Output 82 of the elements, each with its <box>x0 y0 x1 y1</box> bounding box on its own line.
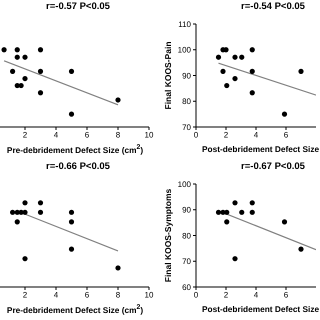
point <box>239 210 244 215</box>
point <box>239 54 244 60</box>
point <box>282 112 288 117</box>
y-tick-label: 70 <box>182 257 192 266</box>
point <box>298 68 304 74</box>
point <box>250 210 255 215</box>
point <box>216 54 222 60</box>
x-axis-title: Post-debridement Defect Size <box>202 304 320 314</box>
x-tick-label: 4 <box>54 290 59 300</box>
x-tick-label: 2 <box>224 290 229 300</box>
x-tick-label: 2 <box>22 290 28 300</box>
point <box>224 82 230 88</box>
point <box>68 246 74 252</box>
y-axis-title: Final KOOS-Symptoms <box>163 188 174 282</box>
point <box>22 54 28 60</box>
point <box>14 219 20 224</box>
point <box>22 200 28 206</box>
point <box>10 210 16 215</box>
point <box>232 200 238 206</box>
point <box>22 256 28 262</box>
y-tick-label: 70 <box>182 122 192 132</box>
x-axis-title: Pre-debridement Defect Size (cm$^{2}$) <box>6 304 144 315</box>
point <box>14 47 20 52</box>
point <box>68 112 74 117</box>
x-tick-label: 6 <box>84 130 90 140</box>
chart-title: r=-0.54 P<0.05 <box>240 1 306 12</box>
y-tick-label: 100 <box>178 46 192 55</box>
point <box>38 210 44 215</box>
x-tick-label: 6 <box>284 130 289 140</box>
x-tick-label: 4 <box>254 290 259 300</box>
point <box>250 200 255 206</box>
y-tick-label: 60 <box>182 282 192 292</box>
x-tick-label: 0 <box>194 130 199 140</box>
x-axis-title: Pre-debridement Defect Size (cm$^{2}$) <box>6 144 144 155</box>
chart-title: r=-0.66 P<0.05 <box>45 161 111 172</box>
point <box>115 97 121 103</box>
point <box>38 68 44 74</box>
point <box>10 68 16 74</box>
point <box>38 90 44 96</box>
y-tick-label: 100 <box>178 180 192 189</box>
point <box>220 68 226 74</box>
x-tick-label: 4 <box>254 130 259 140</box>
point <box>1 47 7 52</box>
point <box>14 54 20 60</box>
point <box>232 54 238 60</box>
point <box>298 246 304 252</box>
y-tick-label: 90 <box>182 206 192 215</box>
point <box>68 219 74 224</box>
y-tick-label: 110 <box>178 20 192 29</box>
x-tick-label: 10 <box>144 130 154 140</box>
y-axis-title: Final KOOS-Pain <box>163 41 174 110</box>
chart-title: r=-0.57 P<0.05 <box>45 1 111 12</box>
point <box>224 210 230 215</box>
point <box>115 265 121 271</box>
point <box>250 68 255 74</box>
y-tick-label: 80 <box>182 97 192 106</box>
point <box>250 90 255 96</box>
point <box>250 47 255 52</box>
point <box>282 219 288 224</box>
x-tick-label: 2 <box>224 130 229 140</box>
x-tick-label: 0 <box>194 290 199 300</box>
x-tick-label: 4 <box>54 130 59 140</box>
x-tick-label: 8 <box>116 130 121 140</box>
chart-title: r=-0.67 P<0.05 <box>240 161 306 172</box>
point <box>232 76 238 82</box>
point <box>224 219 230 224</box>
y-tick-label: 90 <box>182 71 192 80</box>
x-tick-label: 6 <box>84 290 90 300</box>
point <box>68 68 74 74</box>
x-tick-label: 8 <box>116 290 121 300</box>
x-axis-title: Post-debridement Defect Size <box>202 144 320 154</box>
point <box>18 82 24 88</box>
x-tick-label: 6 <box>284 290 289 300</box>
point <box>68 210 74 215</box>
point <box>216 210 222 215</box>
point <box>38 200 44 206</box>
x-tick-label: 10 <box>144 290 154 300</box>
point <box>232 256 238 262</box>
x-tick-label: 2 <box>22 130 28 140</box>
y-tick-label: 80 <box>182 231 192 240</box>
point <box>38 47 44 52</box>
point <box>22 76 28 82</box>
